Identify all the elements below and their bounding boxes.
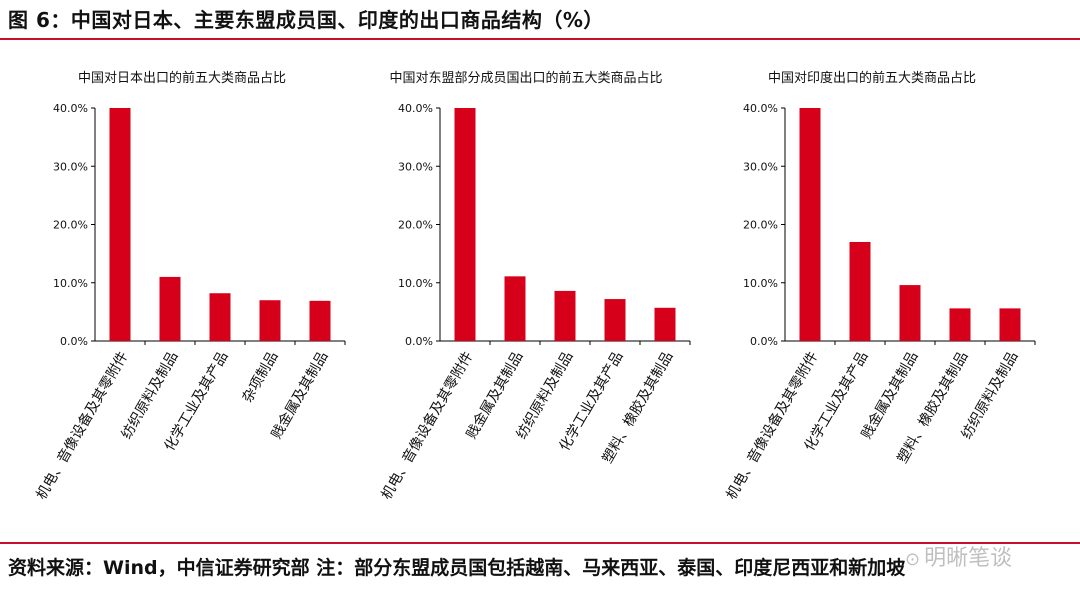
bar (949, 308, 971, 341)
figure-title: 图 6：中国对日本、主要东盟成员国、印度的出口商品结构（%） (8, 8, 604, 32)
y-tick-label: 10.0% (743, 277, 778, 290)
y-tick-label: 0.0% (750, 335, 778, 348)
bottom-divider (0, 542, 1080, 544)
bar (604, 299, 626, 341)
y-tick-label: 40.0% (53, 102, 88, 115)
y-tick-label: 40.0% (743, 102, 778, 115)
bar (999, 308, 1021, 341)
y-tick-label: 30.0% (743, 160, 778, 173)
x-category-label: 机电、音像设备及其零附件 (723, 349, 822, 503)
y-tick-label: 0.0% (60, 335, 88, 348)
y-tick-label: 10.0% (398, 277, 433, 290)
bar (799, 108, 821, 341)
bar (159, 276, 181, 341)
y-tick-label: 10.0% (53, 277, 88, 290)
x-category-label: 机电、音像设备及其零附件 (378, 349, 477, 503)
bar-charts-svg: 中国对日本出口的前五大类商品占比 0.0% 10.0% 20.0% 30.0% 40.0%… (33, 70, 1036, 503)
bar (454, 108, 476, 341)
y-tick-label: 30.0% (53, 160, 88, 173)
bar (849, 241, 871, 341)
y-tick-label: 30.0% (398, 160, 433, 173)
bar (899, 285, 921, 341)
y-tick-label: 20.0% (53, 219, 88, 232)
charts-area: 中国对日本出口的前五大类商品占比 0.0% 10.0% 20.0% 30.0% 40.0%… (0, 40, 1080, 540)
bar (504, 276, 526, 341)
bar (654, 307, 676, 341)
chart-title: 中国对东盟部分成员国出口的前五大类商品占比 (389, 70, 662, 86)
y-tick-label: 40.0% (398, 102, 433, 115)
watermark: ⊙ 明晰笔谈 (905, 540, 1012, 572)
top-divider (0, 38, 1080, 40)
chart-title: 中国对日本出口的前五大类商品占比 (78, 70, 286, 86)
bar (259, 300, 281, 341)
y-tick-label: 20.0% (743, 219, 778, 232)
chart-title: 中国对印度出口的前五大类商品占比 (768, 70, 976, 86)
x-category-label: 杂项制品 (240, 349, 282, 405)
y-tick-label: 0.0% (405, 335, 433, 348)
watermark-text: 明晰笔谈 (924, 546, 1013, 571)
x-category-label: 机电、音像设备及其零附件 (33, 349, 132, 503)
bar (109, 108, 131, 341)
wechat-icon: ⊙ (905, 549, 921, 570)
bar (554, 290, 576, 341)
bar (209, 293, 231, 341)
bar (309, 300, 331, 341)
source-note: 资料来源：Wind，中信证券研究部 注：部分东盟成员国包括越南、马来西亚、泰国、… (8, 557, 906, 579)
y-tick-label: 20.0% (398, 219, 433, 232)
